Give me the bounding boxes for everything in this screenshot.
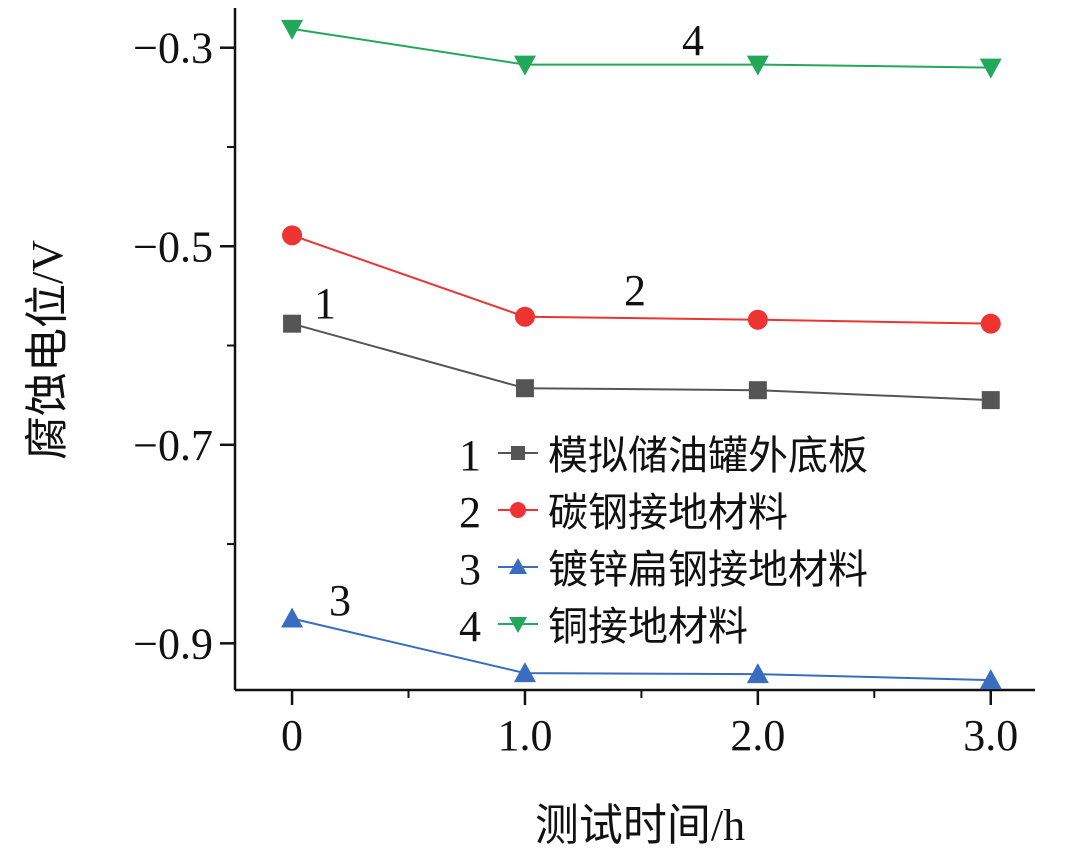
series-line [291,617,991,682]
legend-marker [509,617,527,633]
data-point [980,313,1001,334]
data-point [513,55,536,76]
x-axis-label: 测试时间/h [535,801,745,850]
y-axis-label: 腐蚀电位/V [23,240,72,460]
series-4: 4 [281,16,1002,79]
series-annotation: 3 [329,576,351,625]
legend-number: 3 [459,545,481,594]
data-point [282,225,303,246]
series-line [291,234,991,325]
legend-marker [509,558,527,574]
series-line [291,322,991,402]
legend-marker [511,446,525,460]
series-3: 3 [281,576,1002,690]
data-point [281,19,304,40]
data-point [748,381,767,400]
series-annotation: 1 [314,279,336,328]
data-point [747,309,768,330]
series-1: 1 [283,279,1000,410]
x-tick-label: 0 [281,711,303,760]
data-point [283,314,302,333]
data-point [981,391,1000,410]
x-tick-label: 1.0 [497,711,552,760]
data-point [281,607,304,628]
legend-label: 镀锌扁钢接地材料 [548,547,868,592]
x-tick-label: 2.0 [730,711,785,760]
y-tick-label: −0.3 [133,24,213,73]
x-tick-label: 3.0 [963,711,1018,760]
legend-label: 铜接地材料 [548,604,748,649]
legend: 1 模拟储油罐外底板 2 碳钢接地材料 3 镀锌扁钢接地材料 4 铜接地材料 [459,431,868,651]
data-point [979,669,1002,690]
y-tick-label: −0.5 [133,222,213,271]
legend-number: 1 [459,431,481,480]
legend-number: 4 [459,602,481,651]
data-point [513,662,536,683]
legend-number: 2 [459,488,481,537]
y-tick-label: −0.9 [133,619,213,668]
data-point [514,306,535,327]
series-2: 2 [282,225,1001,334]
legend-marker [510,502,526,518]
y-tick-label: −0.7 [133,421,213,470]
series-marks: 1 2 3 4 [281,16,1002,690]
series-annotation: 4 [682,16,704,65]
data-point [979,58,1002,79]
legend-label: 模拟储油罐外底板 [548,433,868,478]
data-point [746,663,769,684]
series-line [291,27,991,69]
data-point [746,55,769,76]
legend-label: 碳钢接地材料 [548,490,788,535]
axes: −0.3 −0.5 −0.7 −0.9 0 1.0 2.0 3.0 [133,8,1035,760]
series-annotation: 2 [624,266,646,315]
data-point [515,379,534,398]
